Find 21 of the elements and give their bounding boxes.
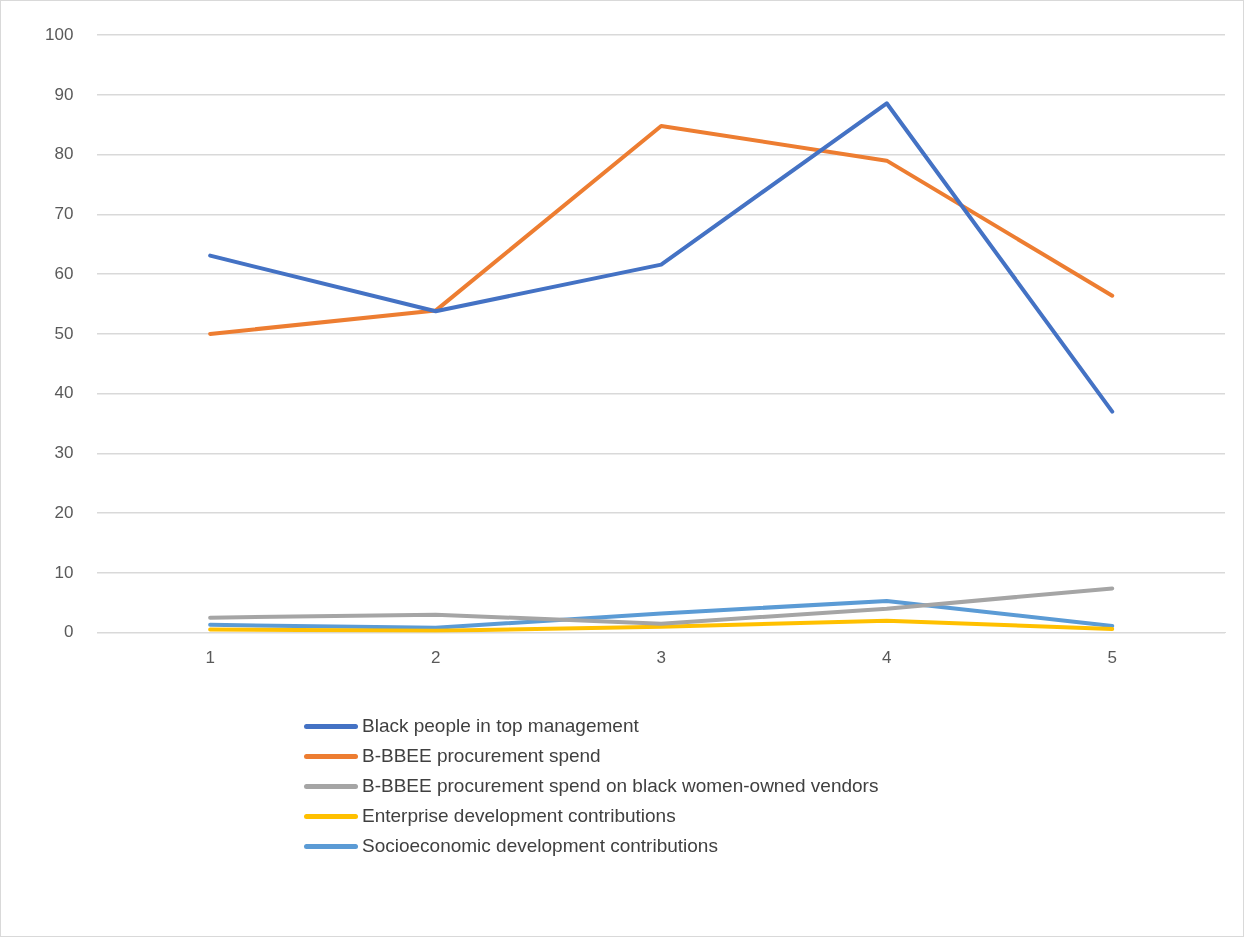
x-tick-label: 1 — [205, 648, 215, 668]
y-tick-label: 100 — [44, 24, 74, 44]
legend-label: B-BBEE procurement spend on black women-owned vendors — [362, 775, 879, 797]
x-tick-label: 4 — [881, 648, 892, 668]
y-tick-label: 20 — [54, 502, 74, 522]
legend-label: Socioeconomic development contributions — [362, 835, 718, 857]
y-tick-label: 60 — [54, 263, 74, 283]
y-tick-label: 80 — [54, 144, 74, 164]
y-tick-label: 10 — [54, 562, 74, 582]
legend-label: Black people in top management — [362, 715, 639, 737]
x-tick-label: 3 — [656, 648, 666, 668]
y-tick-label: 50 — [54, 323, 74, 343]
y-tick-label: 70 — [54, 204, 74, 224]
legend-label: B-BBEE procurement spend — [362, 745, 601, 767]
y-tick-label: 30 — [54, 443, 74, 463]
y-tick-label: 40 — [54, 383, 74, 403]
x-tick-label: 2 — [430, 648, 441, 668]
x-tick-label: 5 — [1107, 648, 1117, 668]
y-tick-label: 90 — [54, 84, 74, 104]
legend-label: Enterprise development contributions — [362, 805, 676, 827]
y-tick-label: 0 — [63, 622, 74, 642]
